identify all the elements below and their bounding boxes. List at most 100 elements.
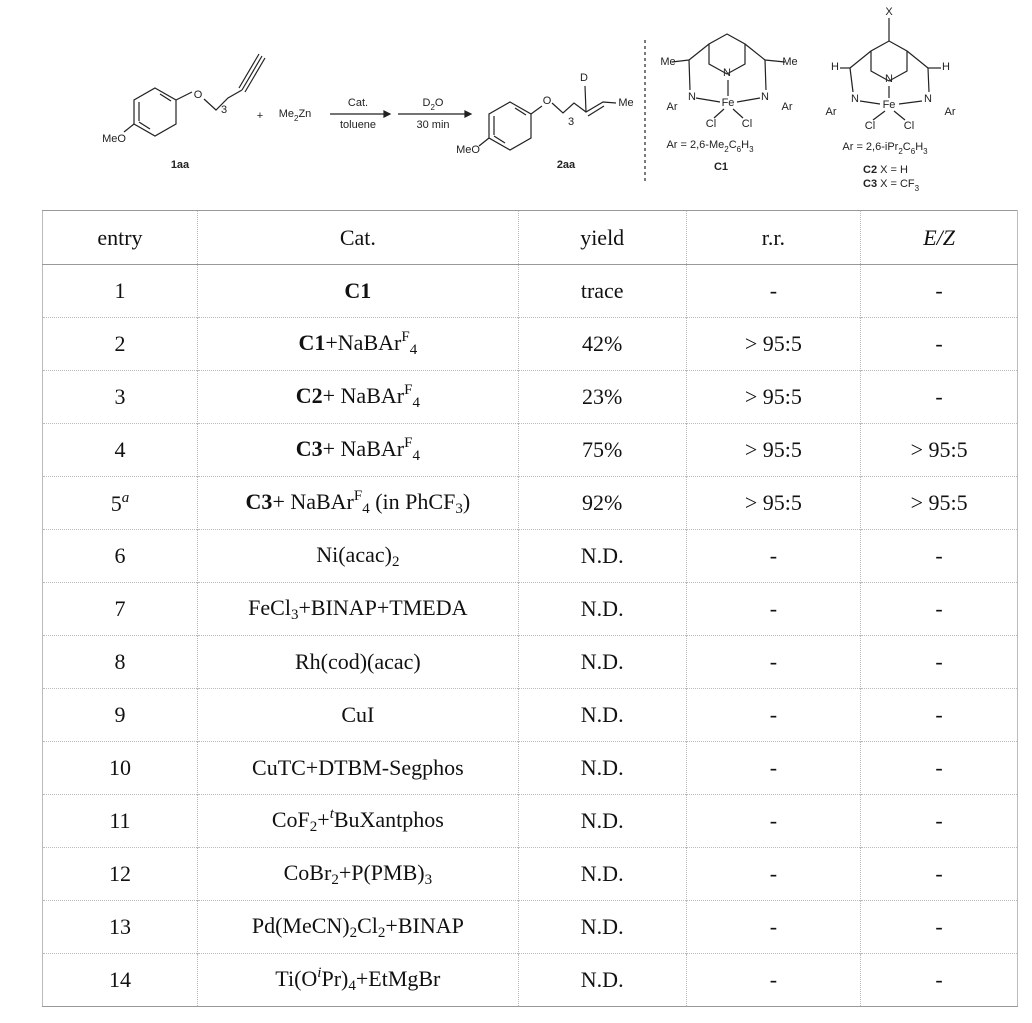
bond bbox=[530, 105, 543, 115]
text-run: t bbox=[329, 806, 334, 822]
table-cell: 92% bbox=[517, 476, 687, 530]
text-run: + NaBAr bbox=[322, 383, 405, 408]
table-cell: C3+ NaBArF4 (in PhCF3) bbox=[196, 476, 519, 530]
table-cell: 42% bbox=[517, 317, 687, 371]
atom-label: Cl bbox=[865, 120, 875, 132]
table-cell: E/Z bbox=[860, 210, 1018, 265]
alkyne bbox=[244, 57, 266, 93]
text-run: +BINAP+TMEDA bbox=[298, 594, 468, 620]
table-cell: - bbox=[860, 741, 1018, 795]
text-run: C1 bbox=[298, 330, 326, 355]
table-row: 13 Pd(MeCN)2Cl2+BINAP N.D. - - bbox=[42, 900, 1018, 954]
text-run: +NaBAr bbox=[325, 330, 402, 355]
text-run: C bbox=[903, 141, 911, 153]
methoxy: MeO bbox=[102, 133, 126, 145]
text-run: +EtMgBr bbox=[355, 966, 441, 991]
table-cell: 9 bbox=[42, 688, 198, 742]
table-row: 1 C1 trace - - bbox=[42, 264, 1018, 318]
table-cell: > 95:5 bbox=[685, 370, 861, 424]
table-cell: - bbox=[685, 635, 861, 689]
atom-label: Ar bbox=[667, 101, 678, 113]
text-run: C3 bbox=[863, 178, 877, 190]
table-cell: - bbox=[685, 741, 861, 795]
table-cell: 23% bbox=[517, 370, 687, 424]
atom-label: D bbox=[580, 72, 588, 84]
table-row: 12 CoBr2+P(PMB)3 N.D. - - bbox=[42, 847, 1018, 901]
text-run: C3 bbox=[295, 436, 323, 461]
table-cell: C3+ NaBArF4 bbox=[196, 423, 519, 477]
text-run: E/Z bbox=[923, 224, 955, 250]
table-cell: N.D. bbox=[517, 582, 687, 636]
table-cell: Pd(MeCN)2Cl2+BINAP bbox=[196, 900, 519, 954]
table-cell: - bbox=[685, 582, 861, 636]
table-cell: - bbox=[685, 847, 861, 901]
table-cell: - bbox=[860, 794, 1018, 848]
table-cell: N.D. bbox=[517, 688, 687, 742]
table-cell: - bbox=[860, 635, 1018, 689]
table-row: 5a C3+ NaBArF4 (in PhCF3) 92% > 95:5 > 95:5 bbox=[42, 476, 1018, 530]
atom-label: O bbox=[194, 89, 203, 101]
text-run: a bbox=[121, 489, 130, 506]
text-run: X = H bbox=[877, 164, 908, 176]
compound-label: 2aa bbox=[557, 159, 576, 171]
table-cell: CoF2+tBuXantphos bbox=[196, 794, 519, 848]
text-run: 2 bbox=[724, 145, 729, 154]
table-cell: > 95:5 bbox=[685, 423, 861, 477]
table-cell: N.D. bbox=[517, 794, 687, 848]
atom-label: N bbox=[723, 67, 731, 79]
text-run: Ti(O bbox=[275, 966, 318, 991]
header-row: entry Cat. yield r.r. E/Z bbox=[42, 210, 1018, 265]
table-cell: 7 bbox=[42, 582, 198, 636]
text-run: 2 bbox=[377, 924, 386, 941]
atom-label: N bbox=[851, 93, 859, 105]
table-row: 8 Rh(cod)(acac) N.D. - - bbox=[42, 635, 1018, 689]
table-cell: - bbox=[860, 370, 1018, 424]
text-run: 2 bbox=[294, 114, 299, 123]
table-cell: 13 bbox=[42, 900, 198, 954]
arrow-head bbox=[383, 110, 392, 118]
table-row: 4 C3+ NaBArF4 75% > 95:5 > 95:5 bbox=[42, 423, 1018, 477]
atom-label: N bbox=[761, 91, 769, 103]
table-cell: - bbox=[685, 529, 861, 583]
text-run: C3 bbox=[245, 489, 273, 514]
bond bbox=[175, 91, 193, 101]
text-run: 4 bbox=[412, 448, 420, 464]
atom-label: Fe bbox=[883, 99, 896, 111]
table-cell: N.D. bbox=[517, 847, 687, 901]
bond bbox=[849, 50, 872, 69]
table-row: 14 Ti(OiPr)4+EtMgBr N.D. - - bbox=[42, 953, 1018, 1007]
table-cell: N.D. bbox=[517, 741, 687, 795]
text-run: F bbox=[401, 329, 410, 345]
table-cell: CoBr2+P(PMB)3 bbox=[196, 847, 519, 901]
text-run: C bbox=[729, 139, 737, 151]
table-cell: Cat. bbox=[196, 210, 519, 265]
atom-label: O bbox=[543, 95, 552, 107]
atom-label: H bbox=[831, 61, 839, 73]
aryl-definition: Ar = 2,6-Me2C6H3 bbox=[666, 139, 754, 154]
bond bbox=[587, 105, 605, 117]
table-cell: - bbox=[860, 529, 1018, 583]
text-run: 6 bbox=[737, 145, 742, 154]
text-run: + NaBAr bbox=[322, 436, 405, 461]
atom-label: H bbox=[942, 61, 950, 73]
atom-label: Me bbox=[782, 56, 797, 68]
table-cell: - bbox=[860, 264, 1018, 318]
bond bbox=[859, 100, 881, 105]
table-cell: CuI bbox=[196, 688, 519, 742]
bond bbox=[478, 137, 490, 147]
table-cell: 3 bbox=[42, 370, 198, 424]
atom-label: Me bbox=[660, 56, 675, 68]
table-cell: - bbox=[860, 847, 1018, 901]
bond bbox=[159, 93, 172, 102]
benzene-ring bbox=[488, 101, 532, 151]
table-row: 3 C2+ NaBArF4 23% > 95:5- bbox=[42, 370, 1018, 424]
bond bbox=[872, 110, 886, 121]
bond bbox=[493, 135, 506, 144]
bond bbox=[764, 59, 786, 63]
text-run: C2 bbox=[863, 164, 877, 176]
bond bbox=[514, 107, 527, 116]
table-cell: Rh(cod)(acac) bbox=[196, 635, 519, 689]
text-run: 4 bbox=[412, 395, 420, 411]
table-cell: > 95:5 bbox=[685, 317, 861, 371]
text-run: 6 bbox=[911, 147, 916, 156]
